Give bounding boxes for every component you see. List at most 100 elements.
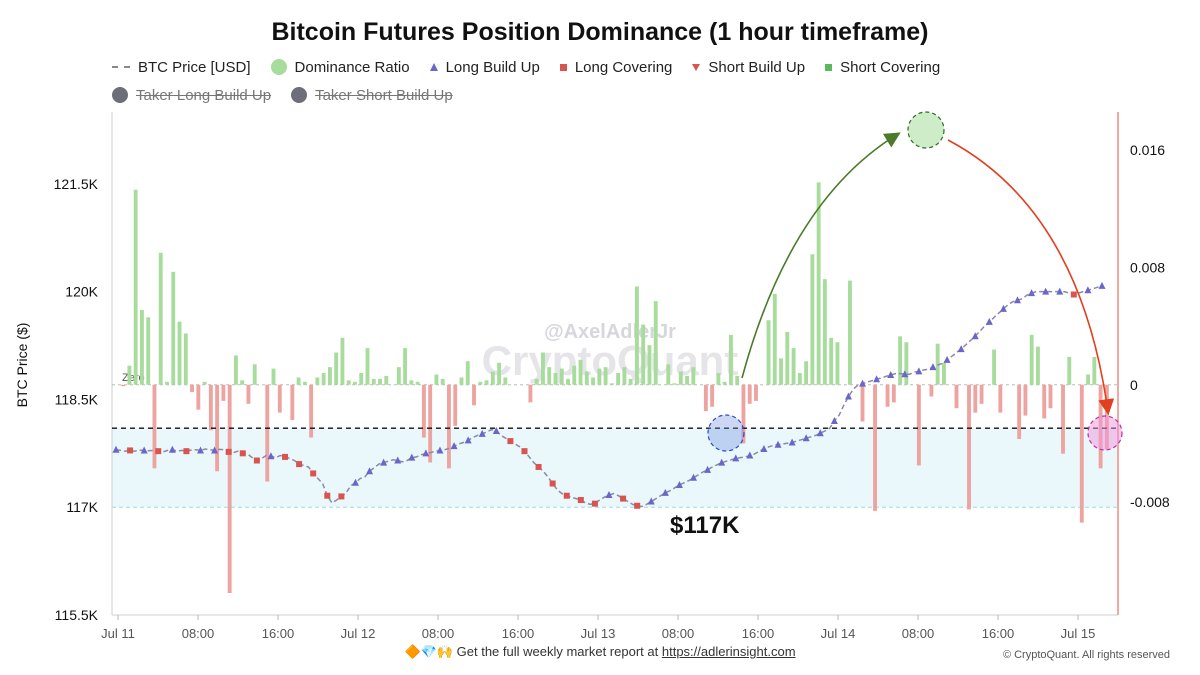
highlight-circle-pink (1087, 415, 1123, 451)
footer-link[interactable]: https://adlerinsight.com (661, 644, 796, 659)
bar-positive (484, 380, 489, 385)
bar-positive (622, 367, 627, 385)
bar-negative (265, 384, 270, 482)
bar-positive (1092, 356, 1097, 385)
long-build-up-marker (1028, 289, 1036, 297)
bar-positive (233, 355, 238, 385)
long-build-up-marker (605, 490, 613, 498)
long-build-up-marker (788, 438, 796, 446)
bar-positive (459, 377, 464, 385)
bar-negative (453, 384, 458, 426)
long-covering-marker (310, 470, 317, 477)
long-build-up-marker (168, 445, 176, 453)
long-build-up-marker (844, 392, 852, 400)
bar-positive (327, 367, 332, 385)
y-left-tick-label: 120K (65, 284, 98, 300)
long-build-up-marker (690, 473, 698, 481)
long-covering-marker (563, 492, 570, 499)
long-covering-marker (296, 461, 303, 468)
legend-item[interactable]: Dominance Ratio (270, 56, 410, 78)
long-build-up-marker (1042, 287, 1050, 295)
long-build-up-marker (901, 370, 909, 378)
price-band (112, 428, 1118, 508)
bar-negative (710, 384, 715, 407)
bar-positive (835, 342, 840, 385)
long-build-up-marker (1013, 296, 1021, 304)
long-build-up-marker (140, 446, 148, 454)
bar-negative (1017, 384, 1022, 440)
square-icon (559, 63, 567, 71)
y-right-tick-label: -0.008 (1130, 494, 1170, 510)
bar-positive (321, 373, 326, 385)
legend-item[interactable]: Long Build Up (429, 56, 540, 78)
bar-positive (302, 381, 307, 385)
bar-positive (898, 336, 903, 385)
bar-positive (403, 348, 408, 385)
bar-positive (202, 381, 207, 385)
long-build-up-marker (422, 449, 430, 457)
x-tick-label: 08:00 (902, 626, 935, 641)
long-build-up-marker (718, 458, 726, 466)
legend-item[interactable]: Short Covering (825, 56, 940, 78)
bar-positive (791, 348, 796, 385)
bar-positive (678, 371, 683, 385)
bar-positive (315, 377, 320, 385)
long-covering-marker (225, 448, 232, 455)
long-covering-marker (549, 480, 556, 487)
bar-positive (415, 381, 420, 385)
bar-positive (797, 373, 802, 385)
bar-negative (754, 384, 758, 401)
bar-positive (497, 362, 502, 385)
bar-negative (860, 384, 865, 422)
legend-item[interactable]: Long Covering (559, 56, 672, 78)
legend-item[interactable]: Taker Short Build Up (291, 84, 453, 106)
long-build-up-marker (647, 497, 655, 505)
bar-negative (227, 384, 232, 594)
bar-positive (490, 371, 495, 385)
bar-positive (396, 367, 401, 385)
long-covering-marker (183, 448, 190, 455)
long-build-up-marker (929, 363, 937, 371)
y-left-tick-label: 117K (66, 499, 98, 515)
bar-negative (208, 384, 213, 431)
chart-title: Bitcoin Futures Position Dominance (1 ho… (271, 18, 929, 46)
legend-label: Short Build Up (708, 58, 806, 76)
bar-negative (121, 384, 126, 387)
x-tick-label: 16:00 (502, 626, 535, 641)
bar-positive (992, 349, 997, 385)
legend-label: Dominance Ratio (294, 58, 410, 76)
bar-negative (1079, 384, 1084, 523)
bar-negative (929, 384, 934, 397)
long-build-up-marker (366, 467, 374, 475)
dash-line-icon (112, 66, 130, 68)
legend-item[interactable]: Short Build Up (692, 56, 805, 78)
bar-positive (133, 189, 138, 385)
triangle-up-icon (429, 63, 438, 71)
legend-item[interactable]: Taker Long Build Up (112, 84, 271, 106)
bar-negative (528, 384, 533, 403)
legend-item[interactable]: BTC Price [USD] (112, 56, 251, 78)
bar-negative (967, 384, 971, 510)
bar-positive (603, 367, 608, 385)
long-build-up-marker (859, 379, 867, 387)
triangle-down-icon (692, 63, 701, 71)
long-build-up-marker (774, 440, 782, 448)
bar-positive (183, 333, 188, 385)
legend-label: Long Build Up (445, 58, 540, 76)
long-build-up-marker (802, 434, 810, 442)
long-covering-marker (1070, 291, 1077, 298)
bar-positive (171, 271, 176, 385)
bar-positive (334, 352, 339, 385)
long-build-up-marker (1084, 286, 1092, 294)
bar-positive (804, 361, 809, 385)
x-tick-label: Jul 11 (101, 626, 135, 641)
long-build-up-marker (957, 345, 965, 353)
bar-positive (1067, 356, 1072, 385)
long-build-up-marker (478, 429, 486, 437)
highlight-circle-blue (707, 414, 745, 452)
bar-negative (973, 384, 978, 413)
bar-negative (246, 384, 251, 404)
long-covering-marker (577, 497, 584, 504)
bar-positive (127, 365, 132, 385)
bar-positive (271, 368, 276, 385)
